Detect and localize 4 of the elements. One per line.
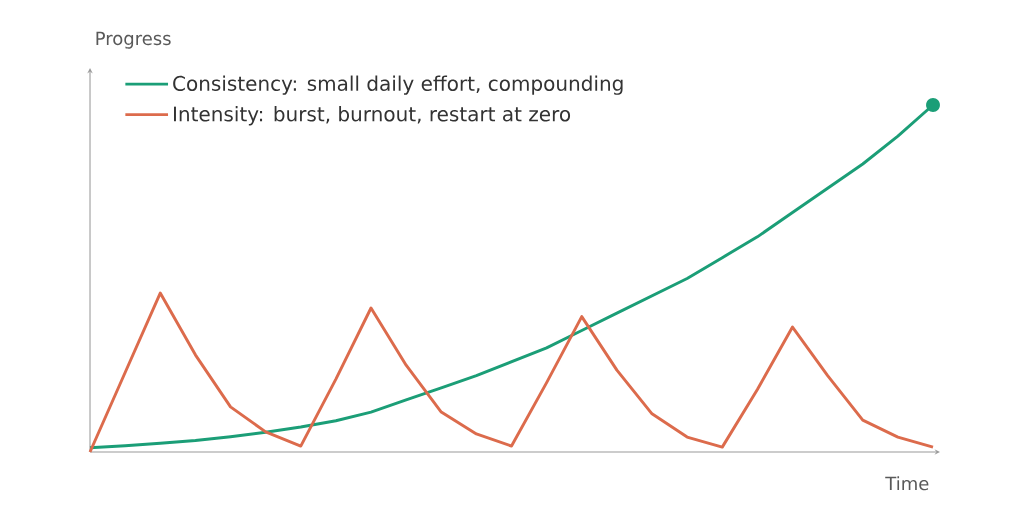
legend-label: Intensity: burst, burnout, restart at zero <box>174 106 571 126</box>
legend-label: Consistency: small daily effort, compounding <box>173 75 623 95</box>
x-axis-title: Time <box>885 476 929 491</box>
y-axis-title: Progress <box>96 31 171 49</box>
